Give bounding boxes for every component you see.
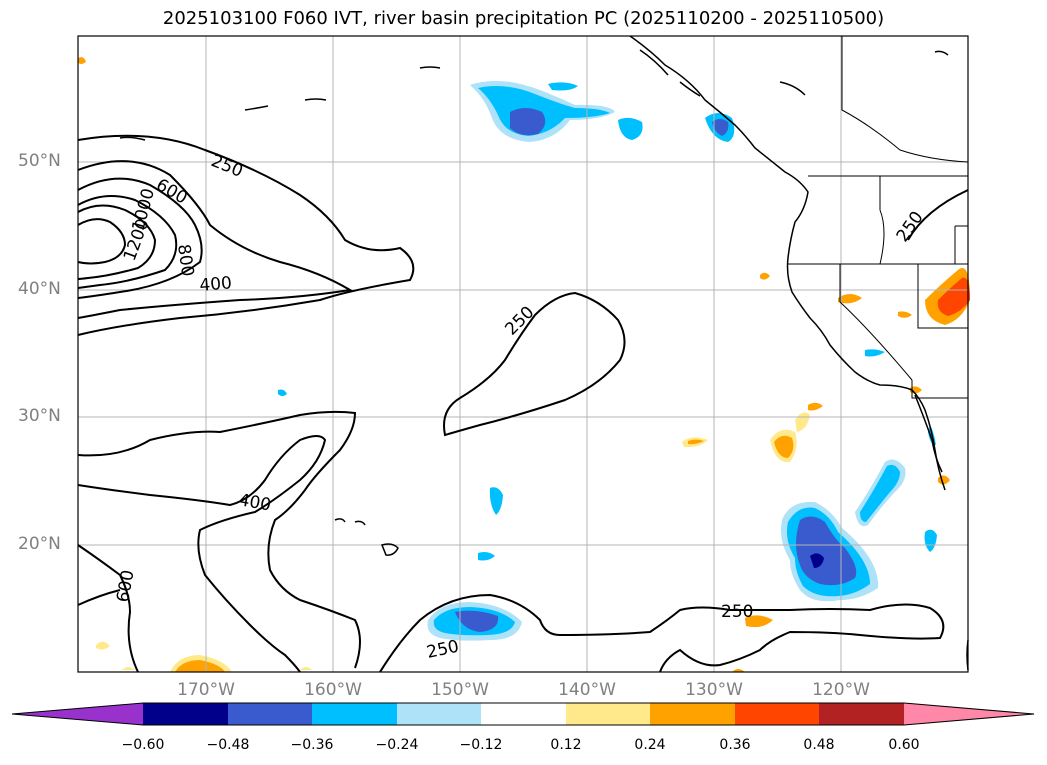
map-frame	[77, 35, 969, 673]
colorbar-tick-label: −0.60	[121, 737, 165, 753]
colorbar-extend-right	[904, 703, 1034, 725]
coastlines	[119, 35, 969, 671]
colorbar-tick-label: 0.36	[719, 737, 751, 753]
lat-label: 40°N	[18, 279, 61, 299]
contour-label: 250	[208, 151, 246, 182]
lon-label: 170°W	[177, 680, 235, 700]
colorbar-segment	[566, 703, 652, 725]
lat-label: 50°N	[18, 151, 61, 171]
colorbar-tick-label: −0.36	[290, 737, 334, 753]
contour-label: 250	[721, 602, 753, 622]
lon-label: 120°W	[812, 680, 870, 700]
lat-label: 20°N	[18, 534, 61, 554]
colorbar-segment	[143, 703, 229, 725]
graticule	[78, 36, 968, 672]
colorbar-segment	[228, 703, 314, 725]
lon-label: 130°W	[685, 680, 743, 700]
state-borders	[788, 36, 969, 399]
contour-label: 250	[501, 302, 538, 339]
map-title: 2025103100 F060 IVT, river basin precipi…	[162, 8, 885, 29]
contour-label: 400	[237, 490, 272, 515]
colorbar-segment	[312, 703, 398, 725]
colorbar-segment	[735, 703, 821, 725]
colorbar-extend-left	[12, 703, 143, 725]
colorbar-tick-label: −0.24	[375, 737, 419, 753]
contour-label: 600	[113, 568, 138, 603]
lon-label: 150°W	[431, 680, 489, 700]
contour-label: 400	[199, 273, 233, 296]
contour-label: 250	[893, 208, 928, 246]
lat-label: 30°N	[18, 406, 61, 426]
colorbar-tick-label: 0.12	[550, 737, 582, 753]
ivt-contours	[77, 134, 969, 673]
colorbar	[11, 702, 1035, 726]
colorbar-tick-label: 0.48	[803, 737, 835, 753]
colorbar-segment	[481, 703, 567, 725]
contour-label: 800	[173, 243, 197, 278]
lon-label: 140°W	[558, 680, 616, 700]
colorbar-segment	[819, 703, 905, 725]
colorbar-tick-label: −0.12	[459, 737, 503, 753]
colorbar-tick-label: 0.60	[888, 737, 920, 753]
colorbar-segment	[650, 703, 736, 725]
lon-label: 160°W	[304, 680, 362, 700]
precipitation-shading	[78, 57, 970, 672]
colorbar-tick-label: −0.48	[206, 737, 250, 753]
colorbar-segment	[397, 703, 483, 725]
contour-label: 250	[425, 637, 461, 663]
colorbar-tick-label: 0.24	[634, 737, 666, 753]
